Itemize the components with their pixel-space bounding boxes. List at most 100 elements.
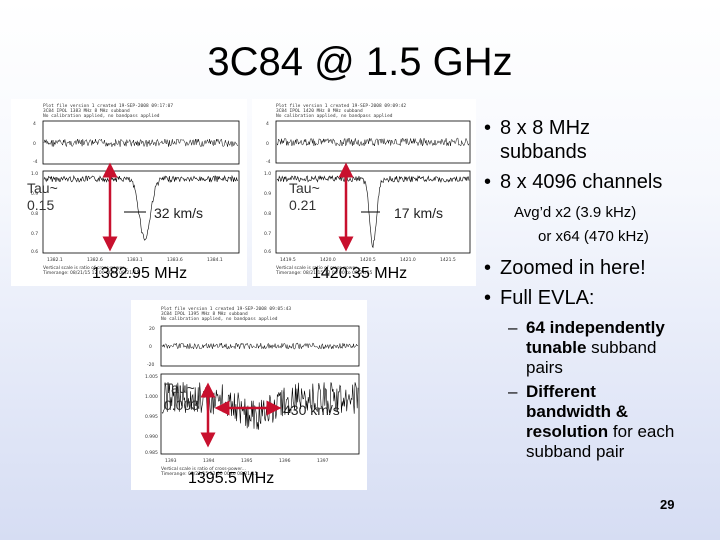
velocity-label-2: 17 km/s	[394, 205, 444, 221]
subband-text: subband	[586, 338, 657, 357]
velocity-label-1: 32 km/s	[154, 205, 204, 221]
sub-bullet-2-line-2: bandwidth &	[526, 402, 628, 422]
tau-label-3: Tau~ 0.003	[164, 380, 199, 414]
svg-text:Timerange: 08/21/15 12 00 00 t: Timerange: 08/21/15 12 00 00 to 08/21/15	[160, 471, 257, 477]
tau-text-2a: Tau~	[289, 180, 320, 196]
svg-text:3C84 IPOL 1420 MHz 8 MHz subba: 3C84 IPOL 1420 MHz 8 MHz subband	[276, 108, 363, 114]
svg-text:1394: 1394	[203, 458, 215, 464]
svg-text:-20: -20	[147, 362, 154, 368]
svg-text:0.990: 0.990	[145, 434, 158, 440]
svg-text:0.9: 0.9	[31, 191, 38, 197]
dash-glyph: –	[508, 382, 518, 401]
svg-text:3C84 IPOL 1383 MHz 8 MHz subba: 3C84 IPOL 1383 MHz 8 MHz subband	[43, 108, 130, 114]
svg-text:Plot file version 1 created 19: Plot file version 1 created 19-SEP-2008 …	[276, 103, 406, 109]
svg-text:0: 0	[33, 141, 36, 147]
svg-text:No calibration applied, no ban: No calibration applied, no bandpass appl…	[276, 113, 393, 119]
spectrum-plot-2: Plot file version 1 created 19-SEP-2008 …	[252, 99, 476, 286]
bullet-dot: •	[484, 287, 492, 309]
svg-text:1383.6: 1383.6	[167, 257, 183, 263]
frequency-label-2: 1420.35 MHz	[312, 265, 408, 282]
sub-bullet-2-line-1: Different	[526, 382, 596, 401]
sub-bullet-1-line-3: pairs	[526, 358, 563, 377]
svg-text:1397: 1397	[317, 458, 329, 464]
svg-text:0.7: 0.7	[264, 231, 271, 237]
resolution-text: resolution	[526, 422, 609, 441]
svg-text:0: 0	[266, 141, 269, 147]
bullet-3-text: Zoomed in here!	[500, 257, 646, 279]
svg-text:No calibration applied, no ban: No calibration applied, no bandpass appl…	[43, 113, 160, 119]
svg-text:1.0: 1.0	[264, 171, 271, 177]
velocity-label-3: 430 km/s	[283, 402, 340, 418]
svg-text:Vertical scale is ratio of cro: Vertical scale is ratio of cross-power..…	[161, 466, 246, 472]
svg-text:1421.5: 1421.5	[440, 257, 456, 263]
frequency-label-1: 1382.95 MHz	[92, 265, 188, 282]
spectrum-plot-3: Plot file version 1 created 19-SEP-2008 …	[131, 300, 367, 490]
bullet-dot: •	[484, 171, 492, 193]
bullet-1-cont: subbands	[500, 141, 587, 163]
bullet-dot: •	[484, 257, 492, 279]
svg-text:-4: -4	[33, 159, 38, 165]
svg-text:0.985: 0.985	[145, 450, 158, 456]
svg-text:1396: 1396	[279, 458, 291, 464]
svg-text:0.8: 0.8	[264, 211, 271, 217]
svg-text:1420.5: 1420.5	[360, 257, 376, 263]
svg-text:0.9: 0.9	[264, 191, 271, 197]
svg-text:-4: -4	[266, 159, 271, 165]
svg-text:4: 4	[33, 121, 36, 127]
frequency-label-3: 1395.5 MHz	[188, 470, 275, 487]
svg-text:1421.0: 1421.0	[400, 257, 416, 263]
svg-text:1.0: 1.0	[31, 171, 38, 177]
svg-text:No calibration applied, no ban: No calibration applied, no bandpass appl…	[161, 316, 278, 322]
svg-text:0.8: 0.8	[31, 211, 38, 217]
svg-text:0.6: 0.6	[264, 249, 271, 255]
bullet-2-sub-2: or x64 (470 kHz)	[538, 228, 649, 245]
svg-text:3C84 IPOL 1395 MHz 8 MHz subba: 3C84 IPOL 1395 MHz 8 MHz subband	[161, 311, 248, 317]
page-number: 29	[660, 497, 675, 512]
svg-text:1382.1: 1382.1	[47, 257, 63, 263]
svg-text:0: 0	[149, 344, 152, 350]
bullet-dot: •	[484, 117, 492, 139]
sub-bullet-1-line-1: 64 independently	[526, 318, 665, 337]
tau-text-2b: 0.21	[289, 197, 317, 213]
svg-text:1419.5: 1419.5	[280, 257, 296, 263]
svg-text:0.995: 0.995	[145, 414, 158, 420]
svg-text:1383.1: 1383.1	[127, 257, 143, 263]
spectrum-graph-1: Plot file version 1 created 19-SEP-2008 …	[31, 103, 240, 276]
svg-text:Timerange: 08/21/15 12 00 00 t: Timerange: 08/21/15 12 00 00 to 08/21/15	[42, 270, 139, 276]
tau-label-2: Tau~ 0.21	[289, 180, 320, 214]
svg-text:1.000: 1.000	[145, 394, 158, 400]
slide-title: 3C84 @ 1.5 GHz	[207, 40, 513, 84]
tau-label-1: Tau~ 0.15	[27, 180, 58, 214]
svg-text:Vertical scale is ratio of cro: Vertical scale is ratio of cross-power..…	[276, 265, 361, 271]
tau-text-1a: Tau~	[27, 180, 58, 196]
tau-text-1b: 0.15	[27, 197, 55, 213]
svg-text:0.7: 0.7	[31, 231, 38, 237]
bullet-1-text: 8 x 8 MHz	[500, 117, 591, 139]
dash-glyph: –	[508, 318, 518, 337]
bullet-2-sub-1: Avg’d x2 (3.9 kHz)	[514, 204, 637, 221]
tau-text-3a: Tau~	[164, 380, 195, 396]
svg-text:1395: 1395	[241, 458, 253, 464]
spectrum-graph-2: Plot file version 1 created 19-SEP-2008 …	[264, 103, 471, 276]
bullet-4-text: Full EVLA:	[500, 287, 595, 309]
svg-text:Plot file version 1 created 19: Plot file version 1 created 19-SEP-2008 …	[43, 103, 173, 109]
svg-text:1393: 1393	[165, 458, 177, 464]
svg-text:1.005: 1.005	[145, 374, 158, 380]
svg-text:Timerange: 08/21/15 12 00 00 t: Timerange: 08/21/15 12 00 00 to 08/21/15	[275, 270, 372, 276]
svg-text:1384.1: 1384.1	[207, 257, 223, 263]
for-each-text: for each	[608, 422, 675, 441]
bandwidth-text: bandwidth &	[526, 402, 628, 421]
spectrum-plot-1: Plot file version 1 created 19-SEP-2008 …	[11, 99, 247, 286]
svg-text:1382.6: 1382.6	[87, 257, 103, 263]
bullet-2-text: 8 x 4096 channels	[500, 171, 663, 193]
sub-bullet-2-line-4: subband pair	[526, 442, 625, 461]
svg-text:20: 20	[149, 326, 155, 332]
svg-text:Vertical scale is ratio of cro: Vertical scale is ratio of cross-power..…	[43, 265, 128, 271]
tunable-text: tunable	[526, 338, 587, 357]
sub-bullet-1-line-2: tunable subband	[526, 338, 656, 358]
spectrum-graph-3: Plot file version 1 created 19-SEP-2008 …	[145, 306, 360, 477]
tau-text-3b: 0.003	[164, 397, 200, 413]
svg-text:Plot file version 1 created 19: Plot file version 1 created 19-SEP-2008 …	[161, 306, 291, 312]
sub-bullet-2-line-3: resolution for each	[526, 422, 674, 442]
